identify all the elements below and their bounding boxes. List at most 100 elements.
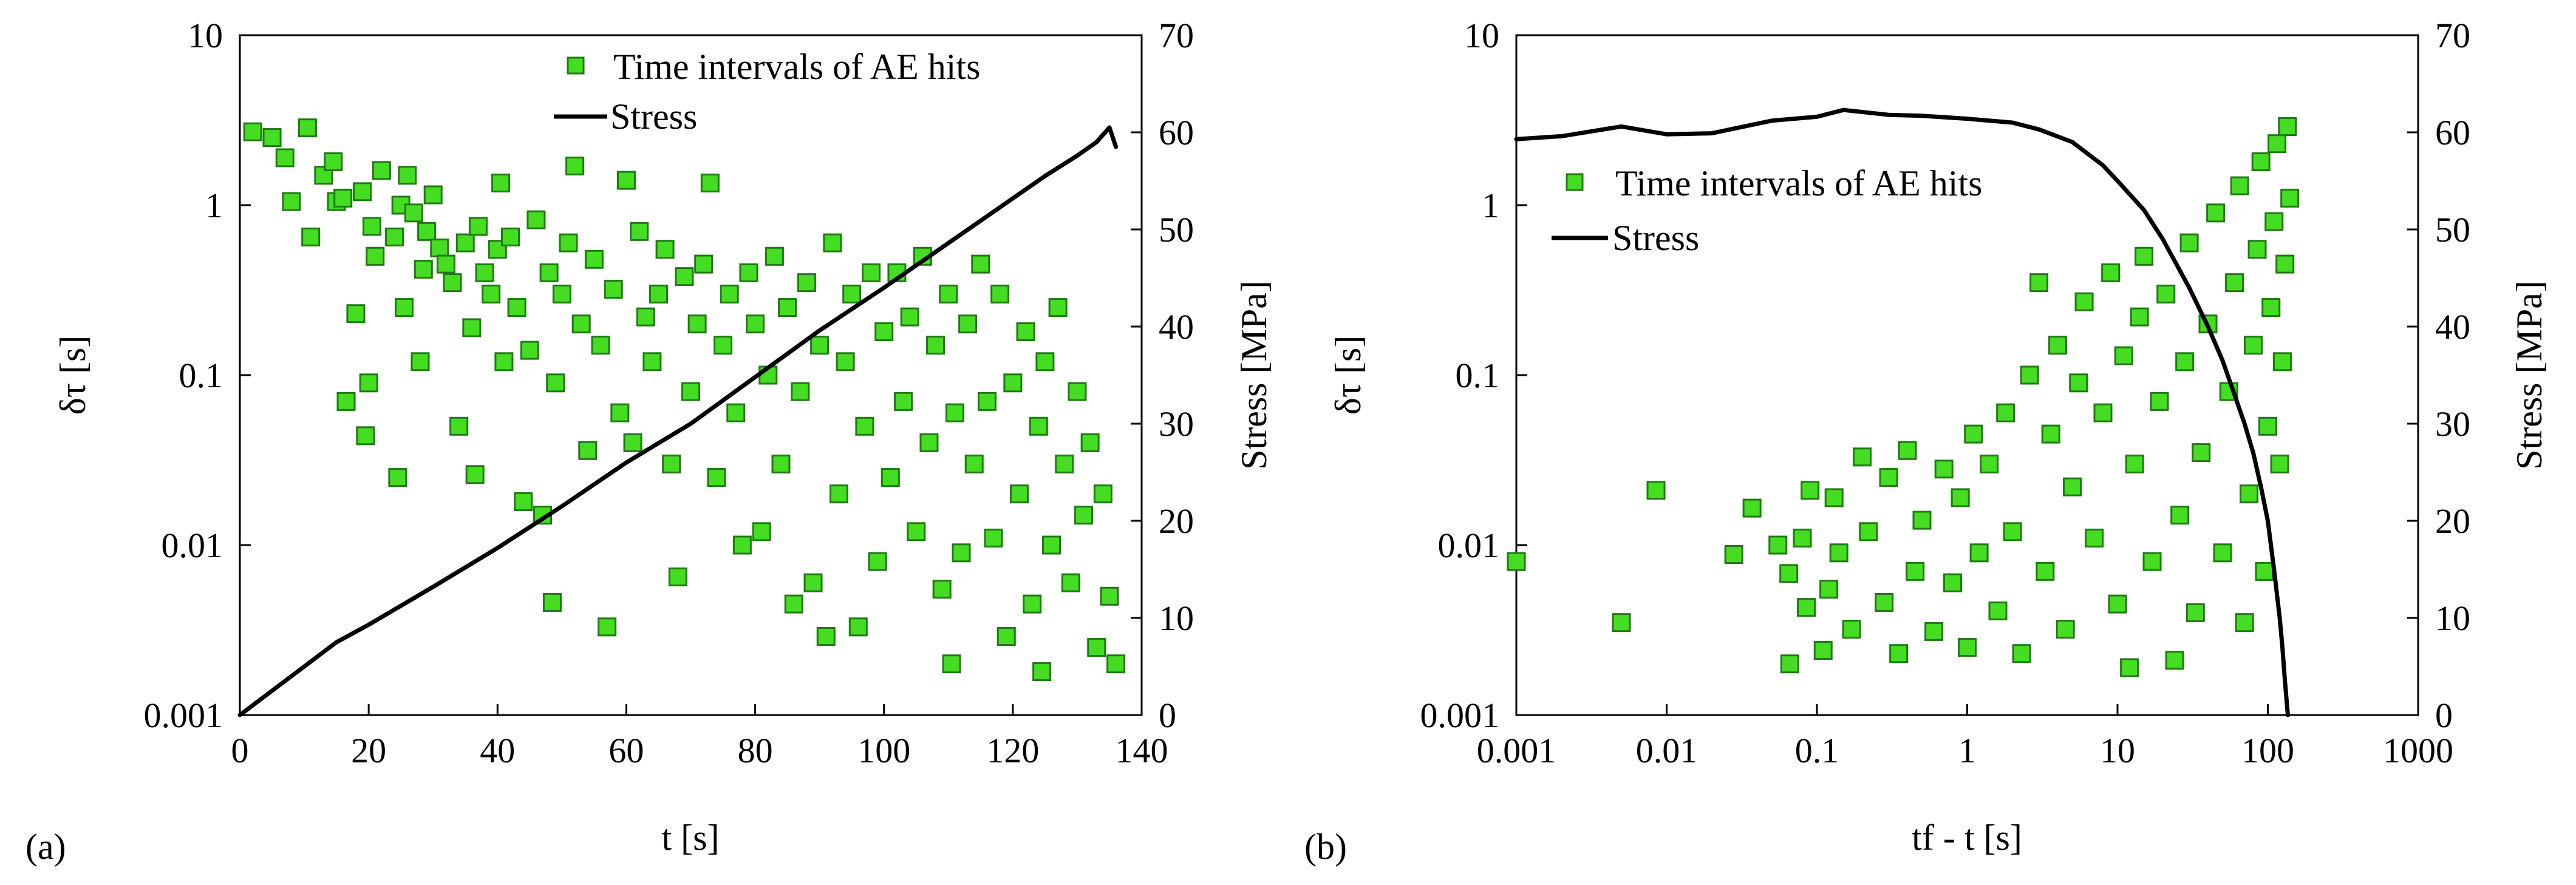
panel-b-ae-point: [2213, 543, 2232, 563]
panel-a-ae-point: [1035, 352, 1055, 371]
panel-a-ae-point: [436, 254, 455, 274]
panel-a-ae-point: [571, 314, 591, 334]
panel-b-x-tick-labels: 0.001 0.01 0.1 1 10 100 1000: [1477, 731, 2453, 770]
panel-a-x-axis-label: t [s]: [662, 818, 720, 858]
panel-b-ae-point: [2020, 365, 2039, 385]
panel-b-ae-point: [2125, 454, 2144, 473]
panel-b-ae-point: [1780, 654, 1799, 674]
panel-b-ae-point: [1801, 481, 1820, 500]
panel-a-ae-point: [932, 580, 952, 599]
panel-a-ae-point: [430, 239, 449, 258]
panel-a-ae-point: [984, 528, 1003, 548]
panel-a-ae-point: [784, 594, 803, 614]
panel-b-ae-point: [2062, 477, 2082, 497]
panel-b-ae-point: [2261, 298, 2281, 317]
panel-a-ae-point: [726, 403, 746, 422]
panel-b-y-tick-label: 1: [1482, 186, 1499, 225]
panel-a-ae-point: [578, 441, 598, 460]
panel-b-ae-point: [2247, 240, 2267, 259]
panel-b-ae-point: [1879, 468, 1898, 487]
panel-b-ae-point: [2130, 307, 2149, 327]
panel-a-ae-point: [262, 128, 282, 148]
panel-a-ae-point: [874, 322, 894, 342]
panel-a-x-tick-label: 80: [738, 731, 773, 770]
panel-a-ae-point: [333, 188, 353, 208]
panel-a-ae-point: [803, 573, 823, 592]
panel-b-ae-point: [2085, 528, 2104, 548]
panel-b-ae-point: [2251, 152, 2271, 172]
panel-a-ae-point: [520, 341, 539, 360]
panel-b-ae-point: [2275, 254, 2295, 274]
panel-a-ae-point: [385, 227, 404, 246]
panel-a-ae-point: [623, 433, 642, 452]
panel-b-ae-point: [1819, 580, 1839, 599]
panel-b-ae-point: [1906, 561, 1925, 581]
panel-a-ae-point: [739, 263, 758, 282]
panel-a-legend-stress: Stress: [610, 97, 697, 137]
panel-b-ae-point: [2272, 352, 2292, 371]
panel-a-y2-tick-label: 60: [1159, 113, 1194, 152]
panel-b-y2-tick-label: 70: [2435, 16, 2470, 55]
panel-a-ae-point: [414, 259, 433, 279]
panel-b-y-tick-labels: 0.001 0.01 0.1 1 10: [1420, 16, 1500, 735]
panel-a-ae-point: [939, 284, 958, 303]
panel-a-ae-point: [1029, 416, 1048, 436]
panel-a-x-tick-label: 0: [231, 731, 249, 770]
panel-b-ae-point: [1951, 488, 1970, 507]
panel-a-ae-point: [1100, 586, 1119, 606]
panel-a-ae-point: [778, 298, 797, 317]
panel-a-ae-point: [945, 403, 964, 422]
panel-b-ae-point: [2150, 392, 2169, 411]
panel-a-ae-point: [584, 249, 604, 269]
panel-a-ae-point: [700, 174, 720, 193]
panel-a-ae-point: [1074, 506, 1094, 525]
panel-a-y-tick-label: 1: [205, 186, 223, 225]
panel-a-ae-point: [1042, 535, 1061, 555]
panel-a-y-tick-label: 0.001: [144, 696, 223, 735]
panel-a-ae-point: [388, 468, 407, 487]
panel-a-ae-point: [501, 227, 520, 246]
panel-a-ae-point: [681, 382, 700, 401]
panel-b-ae-point: [2156, 284, 2176, 303]
panel-a-ae-point: [881, 468, 900, 487]
panel-a-ae-point: [1087, 638, 1106, 657]
panel-b-ae-point: [2225, 273, 2244, 293]
panel-b-stress-line: [1514, 107, 2291, 717]
panel-a-ae-point: [482, 284, 501, 303]
panel-a-ae-point: [1093, 484, 1113, 504]
panel-a-ae-point: [1003, 373, 1023, 393]
panel-a-ae-point: [404, 203, 423, 223]
panel-a-ae-point: [694, 254, 714, 274]
panel-a-ae-point: [494, 352, 514, 371]
panel-a-ae-point: [552, 284, 571, 303]
panel-b-ae-point: [2258, 416, 2277, 436]
panel-a: 0 20 40 60 80 100 120 140 0.001 0.01 0.1 1 10 0 10 20…: [26, 16, 1274, 867]
panel-a-ae-point: [616, 171, 636, 190]
panel-a-ae-point: [823, 233, 842, 253]
panel-b-ae-point: [2264, 212, 2284, 231]
panel-b-ae-point: [2278, 117, 2297, 137]
panel-a-ae-point: [604, 280, 623, 299]
panel-a-ae-point: [546, 373, 565, 393]
panel-b-ae-point: [2135, 246, 2154, 266]
panel-b-ae-point: [2206, 203, 2226, 223]
panel-b-ae-point: [2048, 336, 2068, 355]
panel-b-tick-marks: [1515, 34, 2419, 716]
panel-b-y2-tick-label: 30: [2435, 404, 2470, 444]
panel-a-ae-point: [1048, 298, 1068, 317]
panel-a-ae-point: [662, 454, 681, 473]
panel-a-ae-point: [591, 336, 610, 355]
panel-a-ae-point: [282, 192, 301, 211]
panel-a-ae-point: [275, 148, 295, 168]
panel-a-y2-tick-label: 70: [1159, 16, 1194, 55]
panel-a-ae-point: [907, 522, 926, 541]
panel-b-y2-tick-label: 0: [2435, 696, 2453, 735]
panel-a-ae-point: [714, 336, 733, 355]
panel-b-ae-point: [1853, 447, 1872, 467]
panel-a-ae-point: [324, 152, 343, 172]
panel-b-ae-point: [1813, 641, 1833, 660]
panel-a-x-tick-label: 100: [857, 731, 910, 770]
panel-a-ae-point: [1009, 484, 1029, 504]
panel-a-stress-line: [237, 125, 1119, 717]
